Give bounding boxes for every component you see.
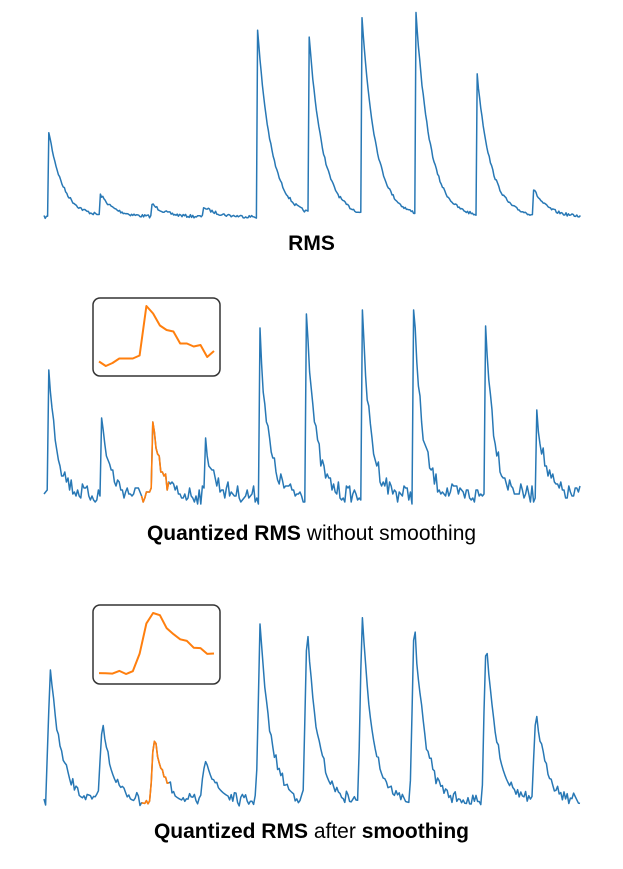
quantized-no-smoothing-highlight-segment <box>140 421 170 503</box>
quantized-smoothed-highlight-segment <box>141 740 169 805</box>
quantized-no-smoothing-signal-line <box>43 309 581 505</box>
caption-quantized-no-smoothing: Quantized RMS without smoothing <box>146 522 477 545</box>
caption-rms: RMS <box>288 232 335 255</box>
rms-signal-line <box>43 11 581 220</box>
quantized-smoothed-inset-signal <box>98 612 215 675</box>
caption-quantized-smoothed: Quantized RMS after smoothing <box>153 820 470 843</box>
quantized-no-smoothing-inset-signal <box>98 305 215 367</box>
quantized-smoothed-inset-box <box>92 604 221 685</box>
quantized-smoothed-signal-line <box>43 617 581 807</box>
quantized-no-smoothing-inset-box <box>92 297 221 377</box>
